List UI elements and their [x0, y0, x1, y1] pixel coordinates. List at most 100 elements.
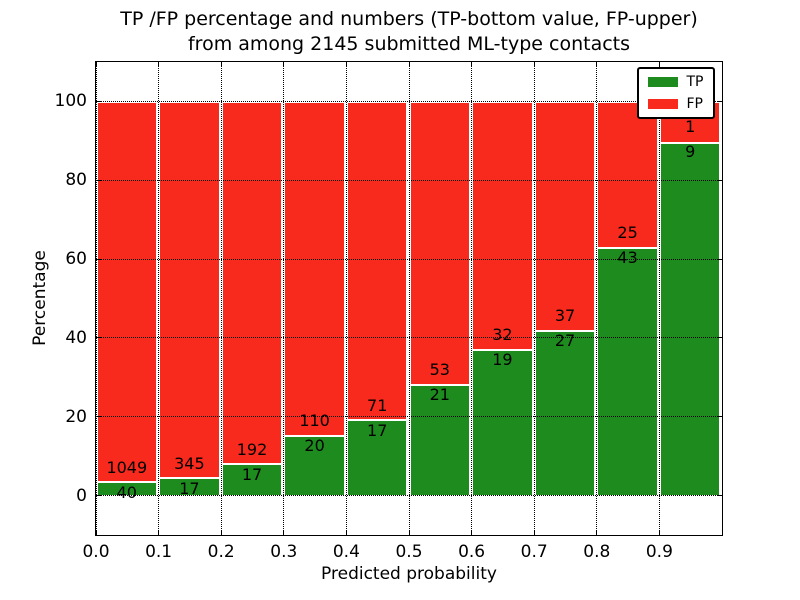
- chart-title-line1: TP /FP percentage and numbers (TP-bottom…: [120, 8, 698, 30]
- y-tick-mark: [95, 258, 101, 260]
- x-tick-mark: [533, 61, 535, 67]
- x-tick-mark: [283, 529, 285, 535]
- x-gridline: [283, 61, 285, 535]
- y-tick-mark: [716, 495, 722, 497]
- x-tick-mark: [471, 61, 473, 67]
- y-tick-mark: [95, 495, 101, 497]
- x-gridline: [220, 61, 222, 535]
- tp-count-label: 9: [685, 142, 696, 162]
- grid-layer: [95, 61, 722, 535]
- x-tick-mark: [533, 529, 535, 535]
- tp-segment: [222, 463, 282, 496]
- fp-count-label: 53: [429, 360, 450, 380]
- tp-segment: [535, 329, 595, 496]
- x-tick-mark: [158, 61, 160, 67]
- y-tick-mark: [716, 416, 722, 418]
- x-tick-label: 0.5: [395, 542, 423, 562]
- y-tick-mark: [95, 416, 101, 418]
- x-tick-label: 0.6: [458, 542, 486, 562]
- y-tick-label: 60: [65, 249, 87, 270]
- tp-count-label: 19: [492, 350, 513, 370]
- x-tick-mark: [220, 529, 222, 535]
- tp-segment: [160, 476, 219, 496]
- tp-segment: [660, 142, 720, 496]
- tp-count-label: 21: [429, 385, 450, 405]
- tick-marks-layer: [95, 61, 722, 535]
- x-gridline: [408, 61, 410, 535]
- x-tick-mark: [95, 61, 97, 67]
- x-axis-label: Predicted probability: [321, 564, 497, 584]
- fp-color-swatch: [647, 98, 678, 109]
- tp-count-label: 40: [116, 482, 137, 502]
- fp-count-label: 37: [554, 305, 576, 325]
- fp-count-label: 71: [367, 395, 388, 415]
- stacked-bar: [471, 100, 534, 496]
- legend-label-tp: TP: [686, 73, 704, 90]
- x-tick-label: 0.4: [332, 542, 360, 562]
- fp-count-label: 345: [174, 453, 205, 473]
- y-tick-label: 0: [76, 485, 87, 506]
- stacked-bar: [95, 100, 159, 496]
- tp-count-label: 20: [304, 436, 325, 456]
- tp-color-swatch: [647, 76, 678, 87]
- x-gridline: [345, 61, 347, 535]
- x-tick-label: 0.0: [82, 542, 110, 562]
- bar-labels-layer: 1049 40 345 17 192 17 110 20 71 17 53 21 32 19 37 27 25 4…: [96, 62, 722, 535]
- legend-item-tp: TP: [647, 73, 704, 90]
- bars-layer: [95, 62, 722, 535]
- y-tick-mark: [716, 337, 722, 339]
- x-gridline: [596, 61, 598, 535]
- fp-count-label: 25: [617, 222, 638, 242]
- x-tick-label: 0.1: [145, 542, 173, 562]
- y-tick-mark: [716, 258, 722, 260]
- y-tick-mark: [95, 337, 101, 339]
- tp-segment: [410, 383, 470, 496]
- x-tick-mark: [283, 61, 285, 67]
- chart-title: TP /FP percentage and numbers (TP-bottom…: [96, 7, 722, 57]
- x-tick-mark: [596, 529, 598, 535]
- stacked-bar: [158, 100, 221, 496]
- x-tick-mark: [658, 61, 660, 67]
- fp-count-label: 1049: [106, 457, 148, 477]
- fp-count-label: 1: [685, 117, 696, 137]
- x-tick-mark: [158, 529, 160, 535]
- tp-segment: [285, 434, 344, 496]
- tp-segment: [473, 348, 532, 496]
- x-tick-label: 0.9: [645, 542, 673, 562]
- stacked-bar: [596, 100, 659, 496]
- x-tick-label: 0.3: [270, 542, 298, 562]
- x-tick-label: 0.8: [583, 542, 611, 562]
- stacked-bar: [220, 100, 284, 496]
- y-tick-mark: [95, 100, 101, 102]
- stacked-bar: [408, 100, 472, 496]
- x-tick-label: 0.2: [207, 542, 235, 562]
- x-tick-mark: [345, 529, 347, 535]
- tp-count-label: 43: [617, 247, 638, 267]
- x-tick-label: 0.7: [520, 542, 548, 562]
- x-tick-mark: [471, 529, 473, 535]
- x-gridline: [95, 61, 97, 535]
- tp-segment: [598, 247, 657, 496]
- tp-count-label: 27: [554, 330, 576, 350]
- legend-label-fp: FP: [686, 95, 704, 112]
- y-tick-label: 20: [65, 406, 87, 427]
- tp-segment: [347, 419, 407, 496]
- y-tick-mark: [716, 179, 722, 181]
- fp-count-label: 192: [236, 440, 268, 460]
- legend: TP FP: [636, 66, 715, 119]
- x-tick-mark: [95, 529, 97, 535]
- x-tick-mark: [408, 61, 410, 67]
- y-tick-mark: [95, 179, 101, 181]
- x-tick-mark: [408, 529, 410, 535]
- x-gridline: [533, 61, 535, 535]
- tp-count-label: 17: [367, 420, 388, 440]
- x-gridline: [658, 61, 660, 535]
- x-tick-mark: [345, 61, 347, 67]
- fp-count-label: 32: [492, 325, 513, 345]
- x-tick-mark: [596, 61, 598, 67]
- tp-count-label: 17: [179, 478, 200, 498]
- x-tick-mark: [220, 61, 222, 67]
- tp-count-label: 17: [241, 465, 263, 485]
- tp-segment: [97, 480, 157, 496]
